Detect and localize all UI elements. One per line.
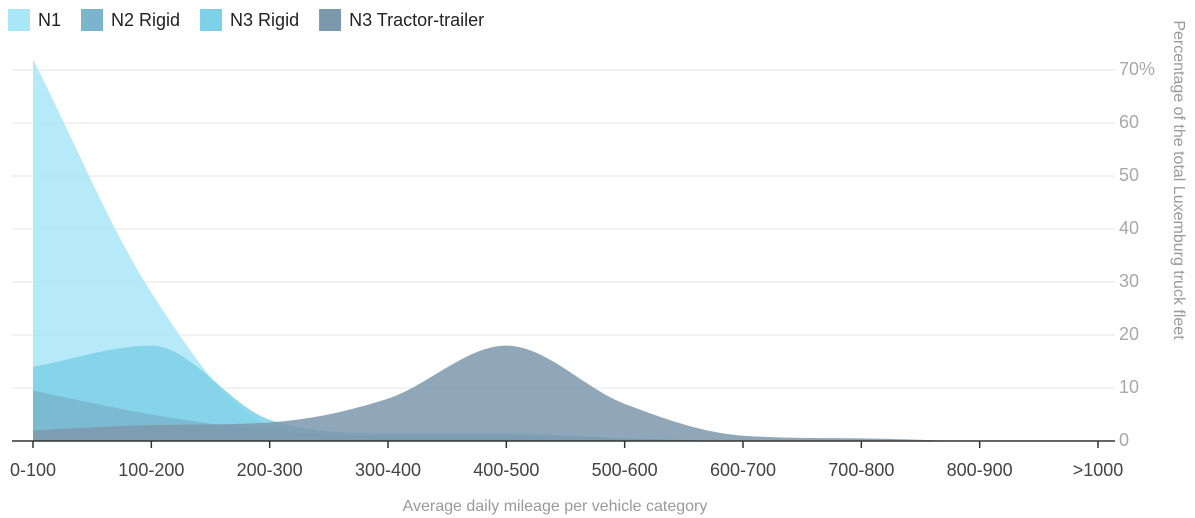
x-tick-label: 0-100 [10, 460, 56, 480]
y-tick-label: 60 [1119, 112, 1139, 132]
legend-swatch [319, 9, 342, 31]
x-axis-title: Average daily mileage per vehicle catego… [403, 498, 708, 515]
area [33, 345, 1098, 441]
x-tick-label: 400-500 [473, 460, 539, 480]
y-tick-label: 20 [1119, 324, 1139, 344]
y-axis-title: Percentage of the total Luxemburg truck … [1170, 20, 1187, 340]
x-tick-label: 600-700 [710, 460, 776, 480]
x-tick-label: 100-200 [118, 460, 184, 480]
legend-swatch [81, 9, 104, 31]
x-tick-label: 500-600 [592, 460, 658, 480]
x-tick-label: 800-900 [947, 460, 1013, 480]
x-tick-label: 300-400 [355, 460, 421, 480]
y-tick-label: 10 [1119, 377, 1139, 397]
y-tick-label: 0 [1119, 430, 1129, 450]
plot [33, 59, 1098, 441]
y-tick-label: 30 [1119, 271, 1139, 291]
x-tick-label: >1000 [1073, 460, 1124, 480]
legend-swatch [200, 9, 223, 31]
x-tick-label: 200-300 [237, 460, 303, 480]
legend-label: N3 Rigid [230, 10, 299, 30]
y-tick-label: 40 [1119, 218, 1139, 238]
y-tick-label: 70% [1119, 59, 1155, 79]
y-tick-label: 50 [1119, 165, 1139, 185]
legend-swatch [8, 9, 30, 31]
legend-label: N1 [38, 10, 61, 30]
legend-label: N3 Tractor-trailer [349, 10, 484, 30]
x-tick-label: 700-800 [828, 460, 894, 480]
legend-label: N2 Rigid [111, 10, 180, 30]
